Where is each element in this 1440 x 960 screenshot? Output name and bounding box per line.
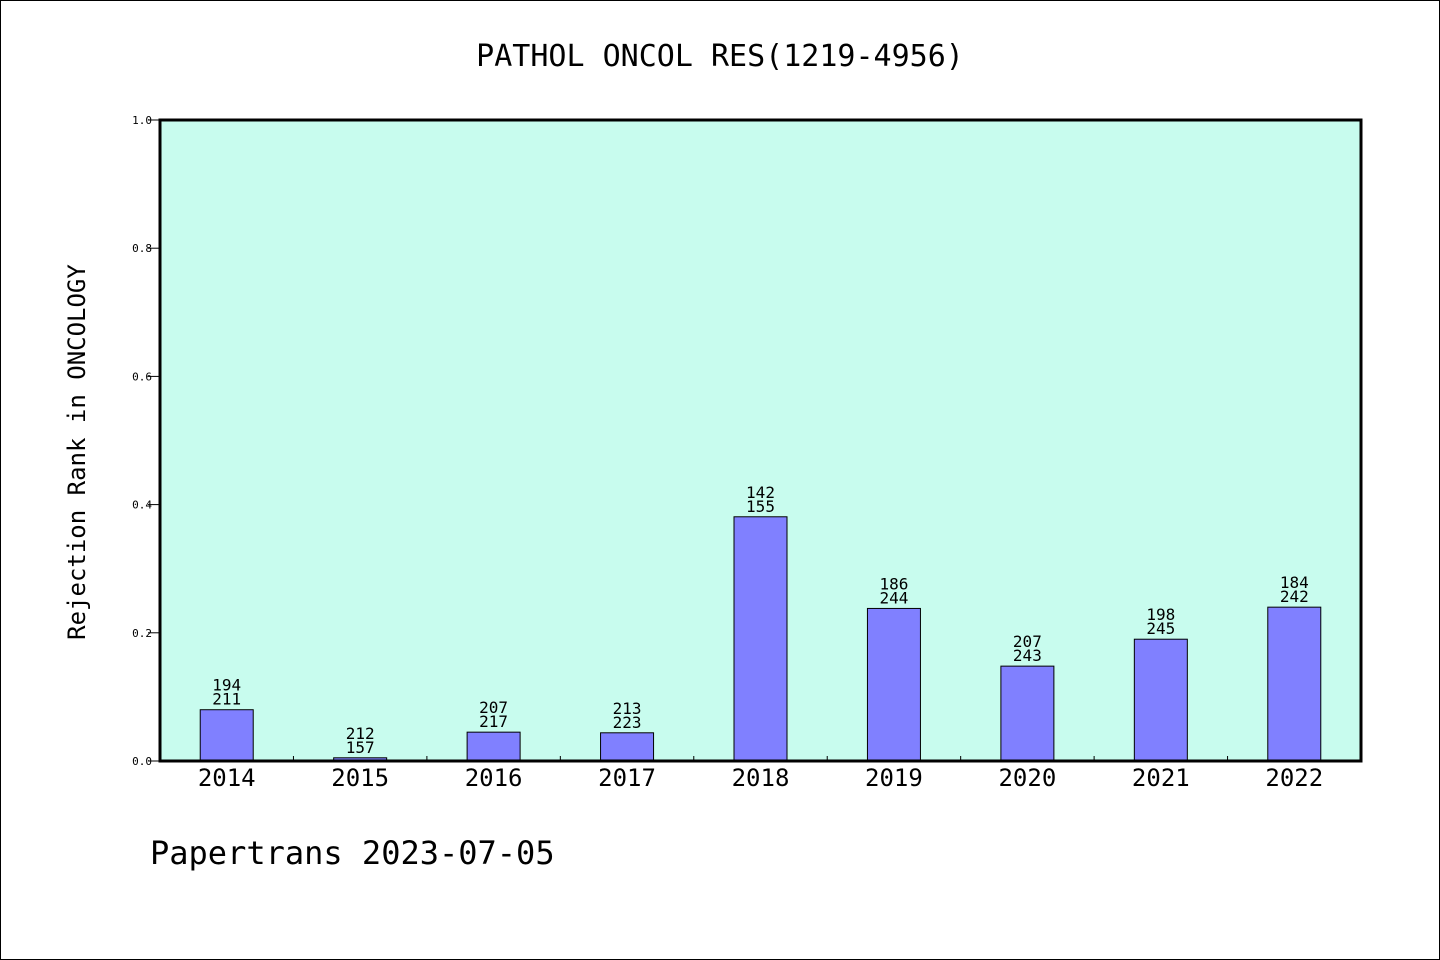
x-tick-label: 2020 [998, 764, 1056, 792]
bar-label-top: 184 [1280, 573, 1309, 592]
y-tick-label: 1.0 [132, 114, 152, 127]
bar-label-top: 207 [1013, 632, 1042, 651]
bar-label-top: 213 [613, 699, 642, 718]
x-tick-label: 2021 [1132, 764, 1190, 792]
footer-text: Papertrans 2023-07-05 [150, 834, 555, 872]
bar-label-bottom: 242 [1280, 587, 1309, 606]
bar-label-bottom: 245 [1146, 619, 1175, 638]
x-tick-label: 2017 [598, 764, 656, 792]
bar-label-top: 198 [1146, 605, 1175, 624]
bar-label-bottom: 244 [879, 588, 908, 607]
x-axis: 2014 2015 2016 2017 2018 2019 2020 2021 2022 [198, 756, 1323, 792]
bar-label-top: 142 [746, 483, 775, 502]
x-tick-label: 2014 [198, 764, 256, 792]
bar-label-top: 212 [346, 724, 375, 743]
bar-series [199, 516, 1322, 762]
bar-label-top: 194 [212, 676, 241, 695]
bar-label-bottom: 157 [346, 738, 375, 757]
bar-label-bottom: 243 [1013, 646, 1042, 665]
x-tick-label: 2016 [465, 764, 523, 792]
bar [1000, 665, 1055, 762]
bar-label-top: 186 [879, 574, 908, 593]
y-tick-label: 0.2 [132, 627, 152, 640]
bar [199, 709, 254, 762]
chart-title: PATHOL ONCOL RES(1219-4956) [476, 39, 964, 74]
bar-label-top: 207 [479, 698, 508, 717]
bar-label-bottom: 217 [479, 712, 508, 731]
bar [866, 607, 921, 762]
bar [466, 731, 521, 762]
y-tick-label: 0.6 [132, 370, 152, 383]
x-tick-label: 2015 [331, 764, 389, 792]
y-tick-label: 0.0 [132, 755, 152, 768]
bar-label-bottom: 211 [212, 690, 241, 709]
y-tick-label: 0.4 [132, 499, 152, 512]
bar [733, 516, 788, 762]
bar-label-bottom: 155 [746, 497, 775, 516]
bar-labels: 1942112121572072172132231421551862442072… [212, 483, 1308, 757]
y-axis: 0.0 0.2 0.4 0.6 0.8 1.0 [132, 114, 160, 768]
bar-label-bottom: 223 [613, 713, 642, 732]
y-axis-label: Rejection Rank in ONCOLOGY [63, 264, 91, 640]
bar [1267, 606, 1322, 762]
bar [600, 732, 655, 762]
x-tick-label: 2019 [865, 764, 923, 792]
x-tick-label: 2022 [1265, 764, 1323, 792]
plot-border [158, 118, 1363, 763]
x-tick-label: 2018 [732, 764, 790, 792]
bar [1133, 638, 1188, 762]
y-tick-label: 0.8 [132, 242, 152, 255]
